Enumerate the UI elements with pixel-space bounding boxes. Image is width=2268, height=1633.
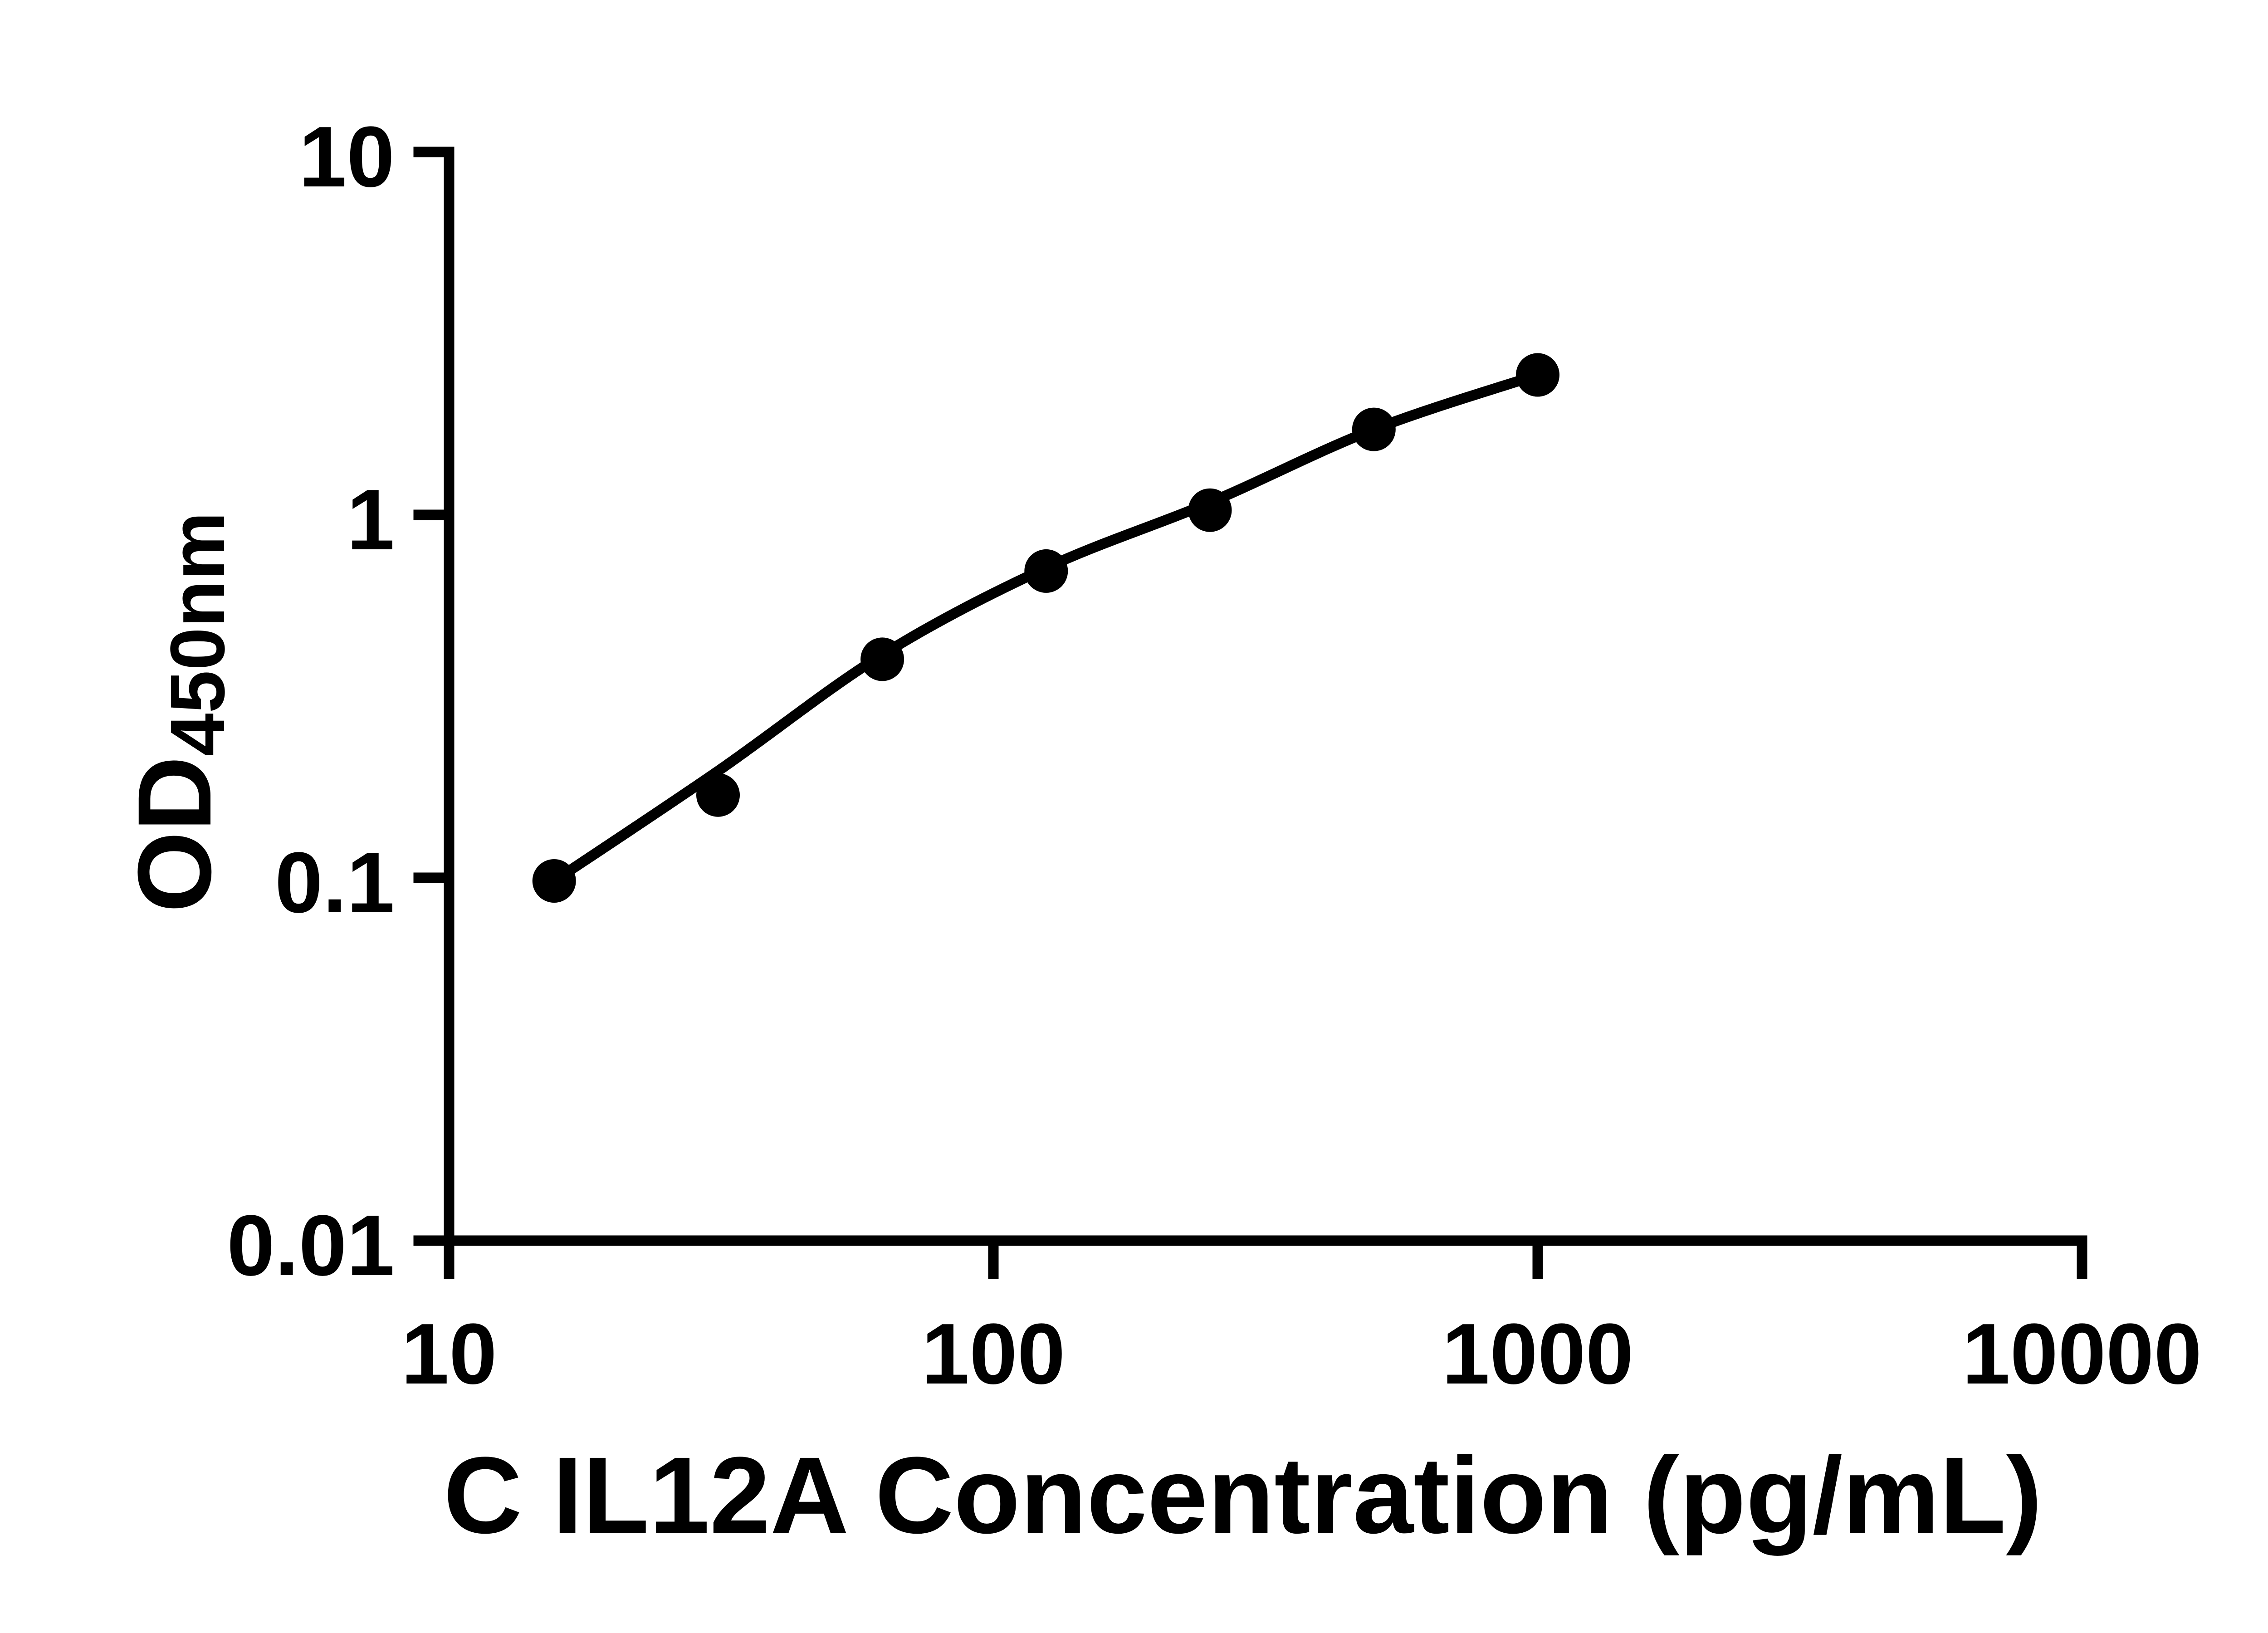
y-tick-label: 10: [298, 109, 395, 205]
data-point: [696, 773, 740, 817]
y-tick-label: 0.1: [274, 835, 395, 931]
x-tick-label: 1000: [1442, 1306, 1634, 1402]
x-tick-label: 10000: [1962, 1306, 2202, 1402]
x-tick-label: 100: [921, 1306, 1066, 1402]
y-tick-label: 0.01: [227, 1198, 395, 1294]
data-point: [1024, 549, 1068, 593]
data-point: [1188, 488, 1232, 532]
data-point: [1516, 353, 1559, 397]
data-point: [532, 859, 576, 903]
x-axis-title: C IL12A Concentration (pg/mL): [443, 1434, 2043, 1556]
x-tick-label: 10: [401, 1306, 497, 1402]
y-tick-label: 1: [347, 472, 395, 568]
data-point: [1352, 407, 1396, 451]
data-point: [860, 637, 904, 681]
